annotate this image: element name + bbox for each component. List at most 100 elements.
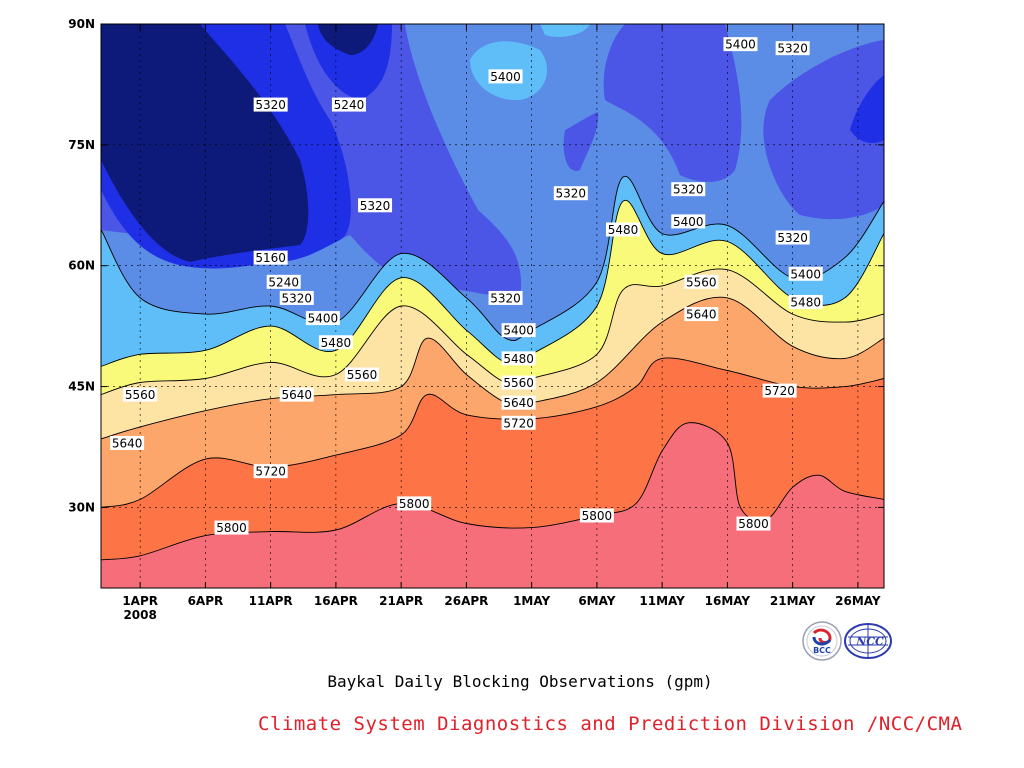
band-5240-5320-east — [603, 24, 742, 182]
plot-area — [101, 24, 884, 588]
contour-label: 5480 — [318, 335, 353, 350]
contour-label: 5320 — [671, 182, 706, 197]
band-5240-5320-island — [563, 112, 599, 171]
contour-label: 5320 — [775, 41, 810, 56]
contour-label: 5240 — [266, 274, 301, 289]
contour-label: 5320 — [253, 97, 288, 112]
contour-label: 5400 — [501, 323, 536, 338]
x-tick-label: 16MAY — [705, 594, 751, 608]
contour-label-bg — [253, 250, 288, 265]
contour-line-5640 — [101, 296, 884, 440]
band-below-5160 — [101, 24, 309, 262]
x-tick-label: 21MAY — [770, 594, 816, 608]
contour-label-bg — [253, 464, 288, 479]
contour-label: 5320 — [358, 198, 393, 213]
x-tick-label: 26MAY — [835, 594, 881, 608]
ncc-logo: NCC — [844, 623, 892, 659]
contour-label-bg — [775, 41, 810, 56]
contour-label-bg — [279, 387, 314, 402]
contour-label-text: 5320 — [673, 183, 704, 197]
contour-line-5400 — [101, 176, 884, 341]
contour-label: 5640 — [501, 395, 536, 410]
contour-label: 5800 — [579, 508, 614, 523]
contour-label-bg — [684, 274, 719, 289]
contour-label-bg — [788, 266, 823, 281]
contour-label-text: 5240 — [268, 275, 299, 289]
contour-label-bg — [501, 395, 536, 410]
contour-label-text: 5640 — [503, 396, 534, 410]
contour-label: 5400 — [788, 266, 823, 281]
contour-label: 5320 — [775, 230, 810, 245]
x-tick-sublabel: 2008 — [123, 608, 156, 622]
contour-label-text: 5400 — [308, 312, 339, 326]
bcc-logo: BCC — [802, 621, 842, 661]
contour-label: 5400 — [671, 214, 706, 229]
contour-label-bg — [723, 37, 758, 52]
contour-label-text: 5560 — [125, 388, 156, 402]
dynamic-bands — [101, 176, 884, 588]
contour-label: 5640 — [684, 307, 719, 322]
contour-label-text: 5480 — [321, 336, 352, 350]
contour-label-bg — [501, 323, 536, 338]
contour-label-bg — [501, 375, 536, 390]
contour-label-bg — [110, 435, 145, 450]
x-tick-label: 6MAY — [578, 594, 615, 608]
contour-label-bg — [684, 307, 719, 322]
contour-label-text: 5320 — [490, 291, 521, 305]
contour-line-5720 — [101, 357, 884, 508]
contour-label: 5800 — [397, 496, 432, 511]
band-5160-5240-ne — [850, 75, 884, 143]
chart-title: Baykal Daily Blocking Observations (gpm) — [327, 672, 713, 691]
contour-label-bg — [123, 387, 158, 402]
contour-label-text: 5480 — [503, 352, 534, 366]
contour-label-text: 5640 — [686, 308, 717, 322]
contour-label-bg — [488, 290, 523, 305]
contour-label-bg — [253, 97, 288, 112]
contour-label-bg — [671, 214, 706, 229]
contour-label-bg — [214, 520, 249, 535]
plot-frame — [100, 23, 885, 589]
y-tick-label: 45N — [68, 380, 95, 394]
contour-label-text: 5560 — [503, 376, 534, 390]
contour-label-bg — [553, 186, 588, 201]
contour-label-bg — [358, 198, 393, 213]
y-tick-label: 75N — [68, 138, 95, 152]
contour-label-text: 5400 — [503, 324, 534, 338]
contour-label-text: 5800 — [738, 517, 769, 531]
contour-label-bg — [318, 335, 353, 350]
contour-label-text: 5720 — [503, 416, 534, 430]
contour-label: 5400 — [305, 311, 340, 326]
contour-label-text: 5480 — [608, 223, 639, 237]
contour-label: 5640 — [279, 387, 314, 402]
contour-label-text: 5400 — [490, 70, 521, 84]
contour-label-bg — [345, 367, 379, 382]
contour-label: 5720 — [501, 415, 536, 430]
contour-label-text: 5160 — [255, 251, 286, 265]
band-5240-5320-ne — [763, 40, 884, 220]
x-tick-label: 16APR — [314, 594, 358, 608]
contour-label-text: 5320 — [255, 98, 286, 112]
contour-label-text: 5640 — [112, 436, 143, 450]
contour-label-text: 5720 — [255, 465, 286, 479]
contour-label: 5560 — [123, 387, 158, 402]
contour-label: 5560 — [501, 375, 536, 390]
contour-label: 5480 — [501, 351, 536, 366]
contour-label: 5560 — [345, 367, 379, 382]
contour-label-bg — [762, 383, 797, 398]
y-axis-ticks: 30N 45N 60N 75N 90N — [68, 17, 884, 514]
contour-label: 5480 — [606, 222, 640, 237]
x-tick-label: 21APR — [379, 594, 423, 608]
contour-label-text: 5320 — [556, 187, 587, 201]
contour-label-text: 5320 — [360, 199, 391, 213]
contour-label-text: 5480 — [790, 295, 821, 309]
x-tick-label: 11APR — [249, 594, 293, 608]
contour-label: 5320 — [279, 290, 314, 305]
contour-label-bg — [501, 351, 536, 366]
contour-label-bg — [488, 69, 523, 84]
contour-label-text: 5800 — [399, 497, 430, 511]
contour-labels: 5320 5240 5320 5160 5240 5320 5400 5480 5560 5640… — [110, 37, 823, 535]
contour-label-bg — [736, 516, 771, 531]
contour-label: 5320 — [553, 186, 588, 201]
